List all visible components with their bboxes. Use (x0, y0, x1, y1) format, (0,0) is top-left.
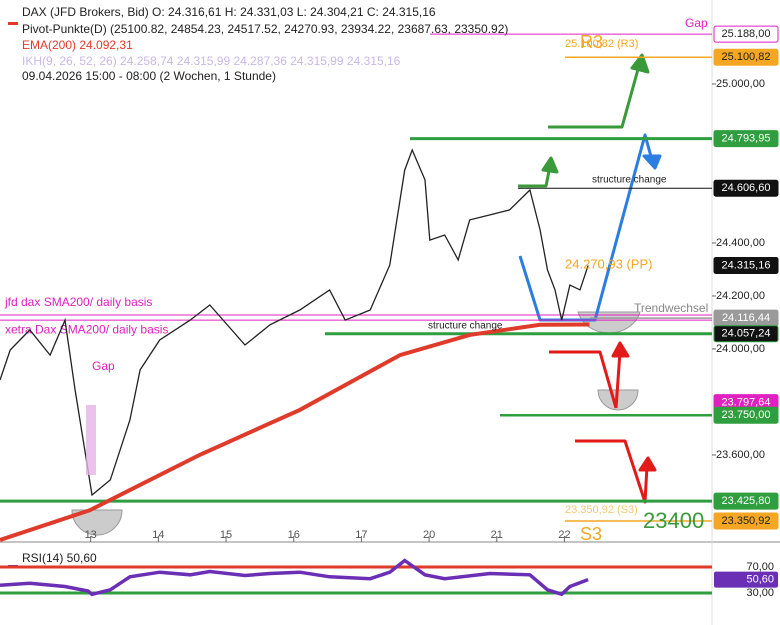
price-tag-label: 25.188,00 (722, 28, 771, 40)
annotation: structure change (592, 175, 667, 186)
annotation: 25.100,82 (R3) (565, 38, 638, 50)
annotation: 23400 (643, 508, 704, 533)
price-tag (713, 512, 779, 530)
price-tag (713, 179, 779, 197)
header-line: 09.04.2026 15:00 - 08:00 (2 Wochen, 1 St… (22, 69, 276, 83)
price-tag-label: 23.750,00 (722, 409, 771, 421)
annotation: Gap (685, 16, 708, 30)
annotation: S3 (580, 524, 602, 544)
rsi-tag (714, 560, 778, 574)
x-tick-label: 17 (355, 529, 367, 541)
rsi-value-tag (714, 571, 778, 588)
price-tag-label: 24.315,16 (722, 259, 771, 271)
x-tick-label: 14 (152, 529, 164, 541)
price-tag (713, 406, 779, 424)
rsi-title: RSI(14) 50,60 (22, 551, 97, 565)
header-line: DAX (JFD Brokers, Bid) O: 24.316,61 H: 2… (22, 5, 436, 19)
price-tag-label: 24.057,24 (722, 328, 771, 340)
y-tick-label: 24.000,00 (716, 343, 765, 355)
annotation: structure change (428, 321, 503, 332)
price-tag-label: 23.797,64 (722, 396, 771, 408)
price-tag (713, 48, 779, 66)
price-tag-label: 24.793,95 (722, 132, 771, 144)
price-tag (713, 492, 779, 510)
price-tag (713, 130, 779, 148)
rsi-tick-label: 70,00 (746, 561, 774, 573)
annotation: Gap (92, 359, 115, 373)
y-tick-label: 25.000,00 (716, 78, 765, 90)
legend: DAX (JFD Brokers, Bid) O: 24.316,61 H: 2… (8, 5, 508, 568)
legend-swatch (8, 22, 18, 25)
y-tick-label: 23.600,00 (716, 449, 765, 461)
price-tag (713, 256, 779, 274)
x-tick-label: 16 (288, 529, 300, 541)
price-tag (713, 25, 779, 43)
x-tick-label: 22 (558, 529, 570, 541)
header-line: Pivot-Punkte(D) (25100.82, 24854.23, 245… (22, 22, 508, 36)
y-tick-label: 24.200,00 (716, 290, 765, 302)
rsi-tick-label: 30,00 (746, 587, 774, 599)
price-tag-label: 25.100,82 (722, 51, 771, 63)
price-tag (713, 325, 779, 343)
sma-label: xetra Dax SMA200/ daily basis (5, 322, 168, 336)
x-tick-label: 21 (491, 529, 503, 541)
annotation: 24.270,93 (PP) (565, 256, 652, 271)
y-tick-label: 24.400,00 (716, 237, 765, 249)
annotation: R3 (580, 32, 603, 52)
gap-box (86, 405, 96, 475)
x-tick-label: 13 (85, 529, 97, 541)
annotation: Trendwechsel (634, 301, 708, 315)
price-tag-label: 23.350,92 (722, 515, 771, 527)
rsi-line (0, 558, 589, 597)
header-line: IKH(9, 26, 52, 26) 24.258,74 24.315,99 2… (22, 54, 401, 68)
rsi-value-label: 50,60 (746, 574, 774, 586)
price-tag-label: 24.116,44 (722, 312, 770, 324)
price-tag-label: 24.606,60 (722, 182, 771, 194)
series-line (0, 322, 590, 542)
shape (71, 509, 123, 536)
sma-label: jfd dax SMA200/ daily basis (4, 295, 152, 309)
annotation: 23.350,92 (S3) (565, 504, 638, 516)
rsi-tag (714, 586, 778, 600)
arrows (518, 53, 662, 504)
price-tag-label: 23.425,80 (722, 495, 771, 507)
x-tick-label: 20 (423, 529, 435, 541)
x-tick-label: 15 (220, 529, 232, 541)
header-line: EMA(200) 24.092,31 (22, 38, 133, 52)
